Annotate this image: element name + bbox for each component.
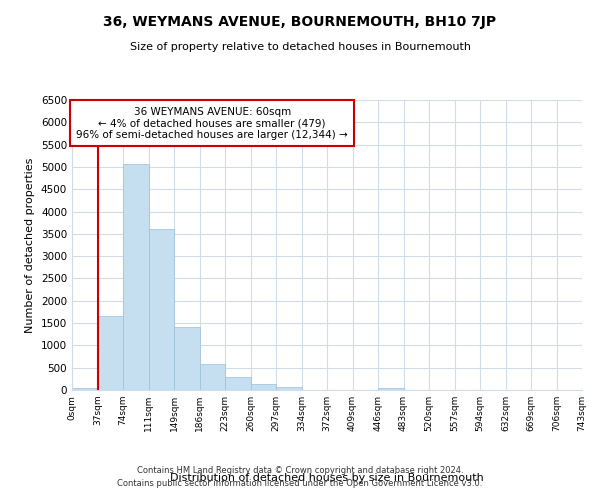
Bar: [149, 230, 174, 390]
Bar: [123, 164, 149, 390]
Text: 36, WEYMANS AVENUE, BOURNEMOUTH, BH10 7JP: 36, WEYMANS AVENUE, BOURNEMOUTH, BH10 7J…: [103, 15, 497, 29]
Text: Contains HM Land Registry data © Crown copyright and database right 2024.
Contai: Contains HM Land Registry data © Crown c…: [118, 466, 482, 487]
Bar: [199, 364, 225, 390]
Bar: [251, 384, 276, 390]
Bar: [378, 388, 404, 390]
Y-axis label: Number of detached properties: Number of detached properties: [25, 158, 35, 332]
Bar: [174, 326, 199, 390]
Bar: [225, 377, 251, 390]
Bar: [72, 388, 97, 390]
X-axis label: Distribution of detached houses by size in Bournemouth: Distribution of detached houses by size …: [170, 473, 484, 483]
Text: Size of property relative to detached houses in Bournemouth: Size of property relative to detached ho…: [130, 42, 470, 52]
Bar: [97, 316, 123, 390]
Text: 36 WEYMANS AVENUE: 60sqm
← 4% of detached houses are smaller (479)
96% of semi-d: 36 WEYMANS AVENUE: 60sqm ← 4% of detache…: [76, 106, 348, 140]
Bar: [276, 388, 302, 390]
